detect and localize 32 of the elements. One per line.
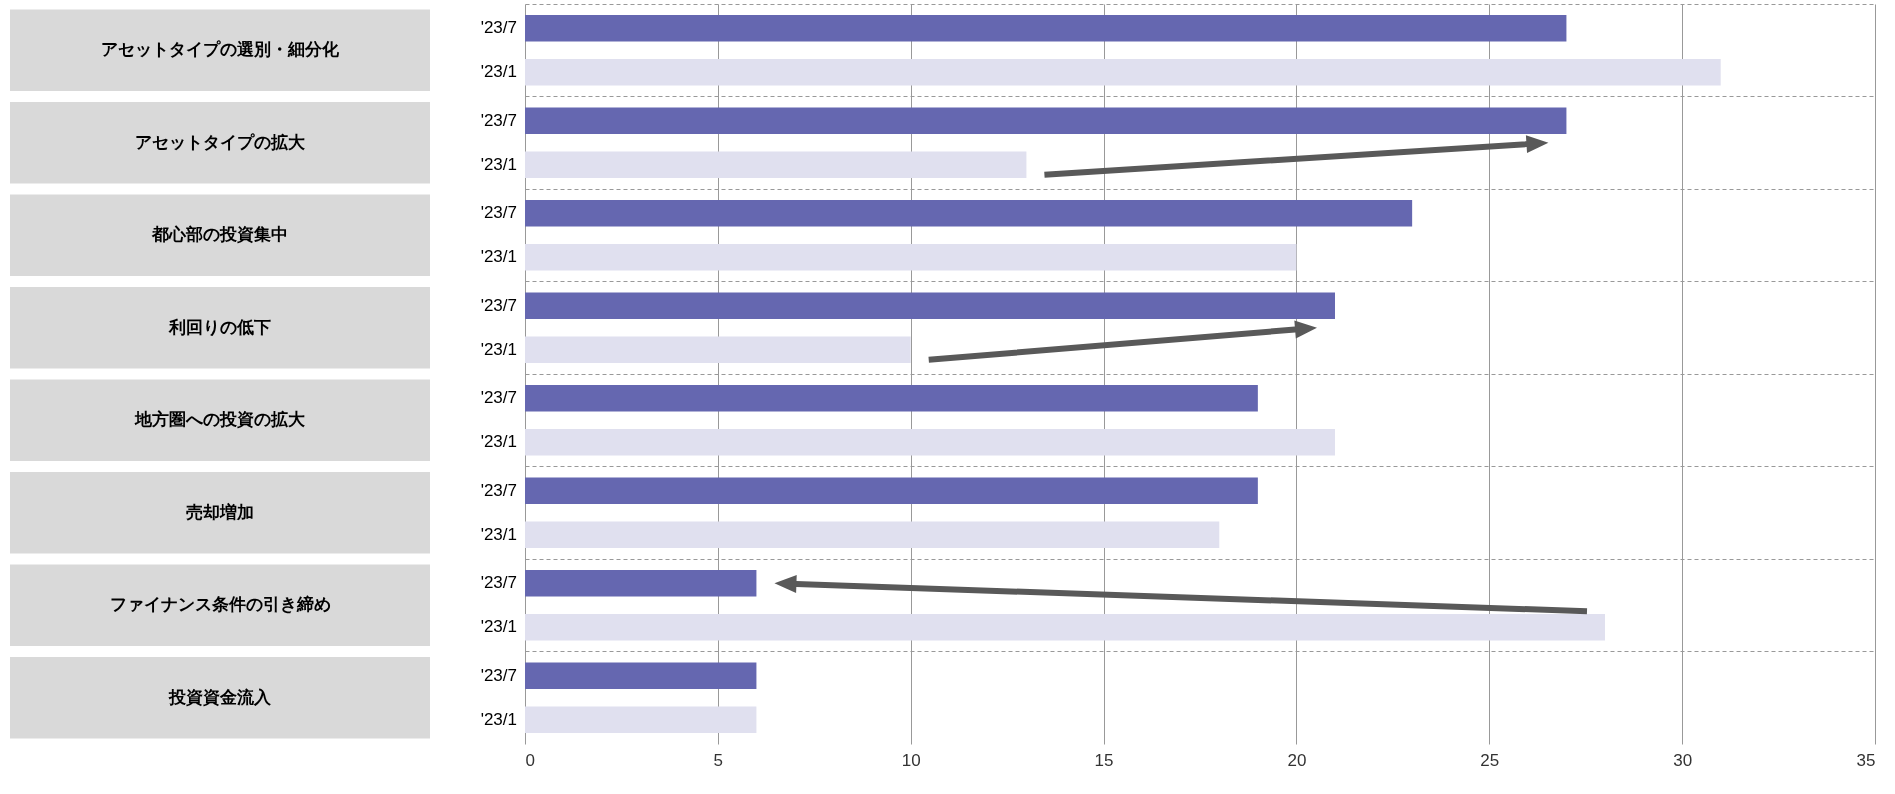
text: '23/7 [480,203,517,223]
y-tick-label: 投資資金流入 [168,687,272,707]
y-tick-label: アセットタイプの選別・細分化 [101,40,340,60]
series-label: '23/7 [480,18,517,38]
x-tick-label: 35 [1856,750,1876,770]
text: '23/1 [480,339,517,359]
y-tick-label: 利回りの低下 [168,317,271,337]
text: '23/7 [480,110,517,130]
text: '23/7 [480,388,517,408]
x-tick-label: 25 [1480,750,1500,770]
text: '23/7 [480,295,517,315]
y-tick-label: ファイナンス条件の引き締め [109,595,331,615]
text: '23/1 [480,709,517,729]
x-tick-label: 20 [1287,750,1307,770]
text: '23/7 [480,480,517,500]
y-tick-label: 地方圏への投資の拡大 [134,410,306,430]
x-tick-label: 15 [1094,750,1114,770]
text: '23/1 [480,524,517,544]
x-tick-label: 10 [901,750,921,770]
text: '23/1 [480,617,517,637]
x-tick-label: 5 [713,750,724,770]
y-tick-label: 売却増加 [186,501,254,522]
text: '23/7 [480,573,517,593]
x-tick-label: 0 [525,750,535,770]
series-label: '23/1 [480,62,517,82]
y-tick-label: アセットタイプの拡大 [135,132,306,152]
x-tick-label: 30 [1673,750,1693,770]
text: '23/1 [480,154,517,174]
text: '23/1 [480,432,517,452]
text: '23/7 [480,665,517,685]
text: '23/1 [480,247,517,267]
y-tick-label: 都心部の投資集中 [151,225,288,245]
